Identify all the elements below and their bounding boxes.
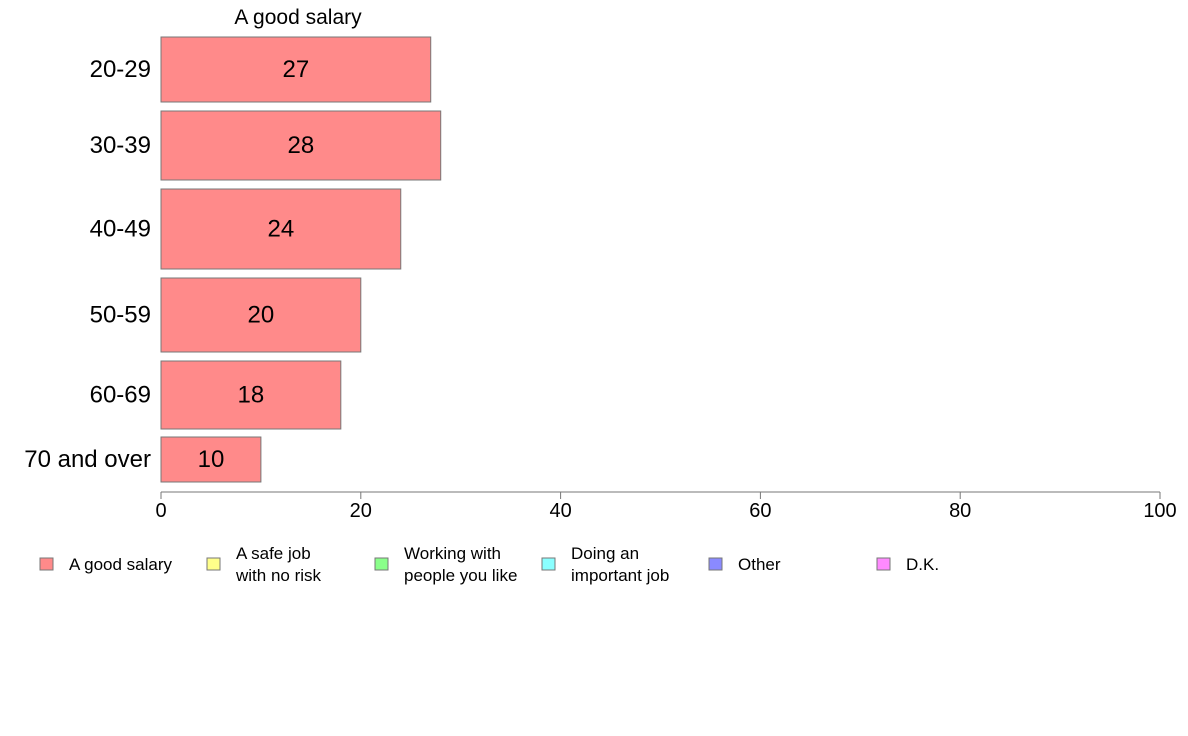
legend-label: Doing an important job	[571, 544, 669, 585]
category-label: 60-69	[90, 382, 151, 409]
bar-40-49	[160, 188, 402, 270]
legend-swatch	[206, 557, 221, 571]
x-tick-label: 0	[155, 500, 166, 522]
category-label: 40-49	[90, 216, 151, 243]
legend: A good salary A safe job with no risk Worki…	[39, 544, 939, 585]
x-tick-label: 80	[949, 500, 971, 522]
legend-swatch	[876, 557, 891, 571]
bar-value-label: 20	[248, 302, 275, 329]
legend-swatch	[541, 557, 556, 571]
bar-70-and-over	[160, 436, 262, 483]
x-tick-label: 40	[549, 500, 571, 522]
bar-value-label: 24	[268, 216, 295, 243]
category-labels: 20-29 30-39 40-49 50-59 60-69 70 and over	[24, 56, 151, 473]
legend-label: D.K.	[906, 555, 939, 574]
bar-30-39	[160, 110, 442, 181]
bar-20-29	[160, 36, 432, 103]
x-axis: 0 20 40 60 80 100	[155, 491, 1177, 522]
series-title: A good salary	[234, 6, 362, 29]
bar-value-label: 28	[288, 132, 315, 159]
bar-60-69	[160, 360, 342, 430]
category-label: 50-59	[90, 302, 151, 329]
category-label: 70 and over	[24, 446, 151, 473]
bar-value-label: 10	[198, 446, 225, 473]
x-tick-label: 60	[749, 500, 771, 522]
legend-label: Other	[738, 555, 781, 574]
category-label: 30-39	[90, 132, 151, 159]
bar-value-label: 18	[238, 382, 265, 409]
category-label: 20-29	[90, 56, 151, 83]
bar-50-59	[160, 277, 362, 353]
bar-value-label: 27	[283, 56, 310, 83]
legend-swatch	[39, 557, 54, 571]
legend-swatch	[374, 557, 389, 571]
legend-label: A safe job with no risk	[235, 544, 322, 585]
bars-group: 27 28 24 20 18 10	[160, 36, 442, 483]
x-tick-label: 100	[1143, 500, 1176, 522]
legend-label: Working with people you like	[404, 544, 517, 585]
x-tick-label: 20	[350, 500, 372, 522]
legend-swatch	[708, 557, 723, 571]
legend-label: A good salary	[69, 555, 173, 574]
